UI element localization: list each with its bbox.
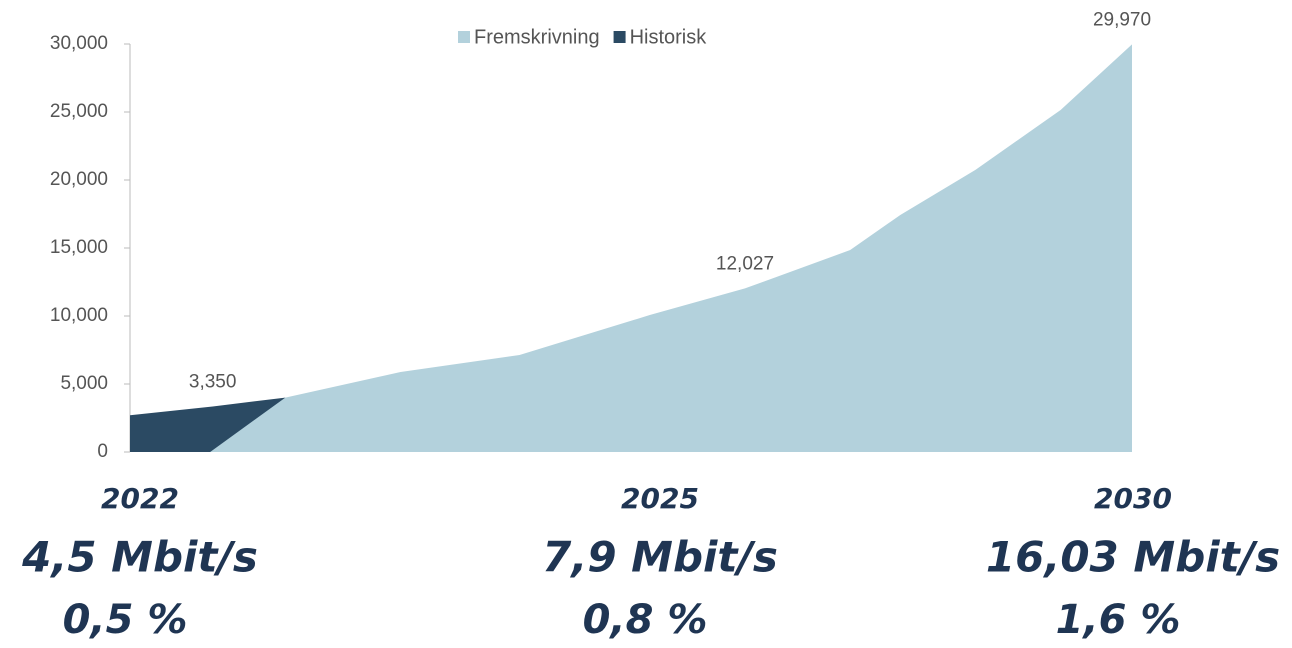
legend-label: Fremskrivning <box>474 26 600 48</box>
data-label: 3,350 <box>189 371 237 392</box>
footer-year: 2022 <box>101 482 179 515</box>
footer-share: 0,8 % <box>583 597 708 643</box>
y-tick-label: 20,000 <box>50 169 108 190</box>
legend-label: Historisk <box>630 26 708 48</box>
footer-share: 0,5 % <box>63 597 188 643</box>
legend-swatch <box>458 31 470 43</box>
area <box>210 44 1132 453</box>
y-tick-label: 30,000 <box>50 33 108 54</box>
footer-year: 2025 <box>621 482 699 515</box>
y-tick-label: 25,000 <box>50 101 108 122</box>
footer-speed: 7,9 Mbit/s <box>542 533 778 582</box>
data-label: 29,970 <box>1093 9 1151 30</box>
footer-share: 1,6 % <box>1056 597 1181 643</box>
footer-speed: 16,03 Mbit/s <box>986 533 1280 582</box>
y-tick-label: 0 <box>97 441 108 462</box>
footer-year: 2030 <box>1094 482 1172 515</box>
y-tick-label: 15,000 <box>50 237 108 258</box>
data-label: 12,027 <box>716 253 774 274</box>
y-tick-label: 10,000 <box>50 305 108 326</box>
footer-speed: 4,5 Mbit/s <box>21 533 258 582</box>
y-tick-label: 5,000 <box>60 373 108 394</box>
legend-swatch <box>613 31 626 43</box>
